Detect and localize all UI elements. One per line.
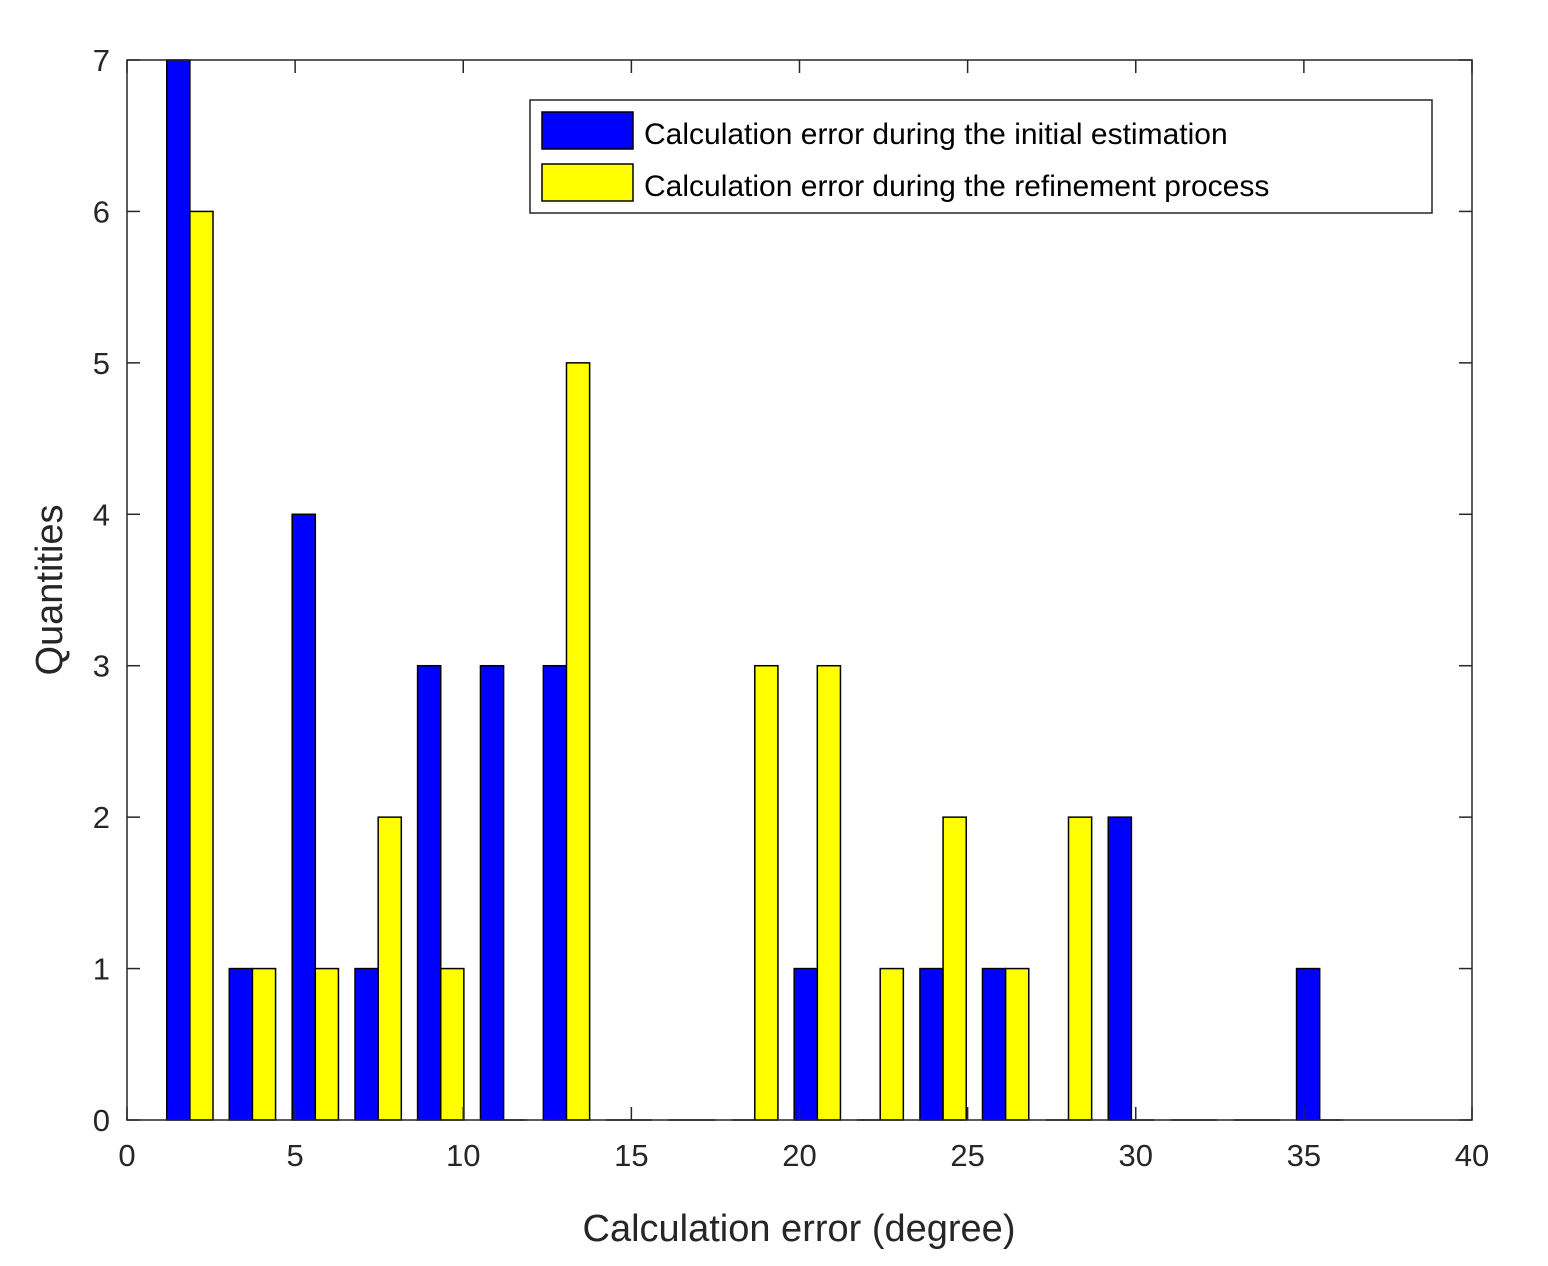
legend-swatch-refinement-process xyxy=(541,163,634,202)
x-tick-label: 25 xyxy=(950,1138,984,1173)
bars-layer xyxy=(165,59,1321,1121)
y-tick-label: 2 xyxy=(93,800,110,835)
bar-refinement-10 xyxy=(816,664,842,1121)
bar-initial-0 xyxy=(165,59,191,1121)
x-tick-label: 35 xyxy=(1287,1138,1321,1173)
bar-refinement-3 xyxy=(377,816,403,1121)
legend-label-refinement-process: Calculation error during the refinement … xyxy=(644,170,1269,203)
bar-refinement-11 xyxy=(879,967,905,1121)
bar-initial-4 xyxy=(416,664,442,1121)
bar-initial-3 xyxy=(354,967,379,1121)
x-tick-label: 40 xyxy=(1455,1138,1489,1173)
tick-labels-layer: 0 5 10 15 20 25 30 35 40 0 1 2 3 4 5 6 7 xyxy=(93,43,1489,1173)
y-axis-title: Quantities xyxy=(29,504,71,675)
x-tick-label: 0 xyxy=(118,1138,135,1173)
x-axis-title: Calculation error (degree) xyxy=(583,1208,1016,1250)
bar-refinement-1 xyxy=(251,967,277,1121)
x-tick-label: 5 xyxy=(287,1138,304,1173)
bar-refinement-0 xyxy=(189,210,214,1121)
y-tick-label: 1 xyxy=(93,952,110,987)
y-tick-label: 7 xyxy=(93,43,110,78)
legend-box xyxy=(529,99,1433,214)
legend-swatch-initial-estimation xyxy=(541,111,634,150)
legend: Calculation error during the initial est… xyxy=(529,99,1433,214)
bar-initial-1 xyxy=(228,967,254,1121)
y-tick-label: 3 xyxy=(93,649,110,684)
y-tick-label: 0 xyxy=(93,1103,110,1138)
bar-initial-5 xyxy=(479,664,505,1121)
bar-refinement-6 xyxy=(565,362,591,1121)
x-tick-label: 15 xyxy=(614,1138,648,1173)
x-tick-label: 30 xyxy=(1119,1138,1153,1173)
bar-refinement-2 xyxy=(314,967,340,1121)
x-tick-label: 20 xyxy=(782,1138,816,1173)
bar-refinement-13 xyxy=(1004,967,1030,1121)
plot-area-frame xyxy=(126,59,1473,1121)
bar-initial-15 xyxy=(1107,816,1133,1121)
y-tick-label: 5 xyxy=(93,346,110,381)
bar-refinement-14 xyxy=(1067,816,1093,1121)
legend-label-initial-estimation: Calculation error during the initial est… xyxy=(644,118,1228,151)
bar-initial-10 xyxy=(793,967,819,1121)
y-tick-label: 6 xyxy=(93,194,110,229)
x-tick-label: 10 xyxy=(446,1138,480,1173)
y-tick-label: 4 xyxy=(93,497,110,532)
bar-initial-2 xyxy=(291,513,317,1121)
ticks-layer xyxy=(126,59,1473,1121)
bar-initial-18 xyxy=(1295,967,1321,1121)
bar-refinement-12 xyxy=(942,816,967,1121)
bar-initial-6 xyxy=(542,664,568,1121)
bar-initial-13 xyxy=(981,967,1007,1121)
bar-refinement-9 xyxy=(754,664,779,1121)
bar-initial-12 xyxy=(919,967,944,1121)
bar-refinement-4 xyxy=(439,967,465,1121)
